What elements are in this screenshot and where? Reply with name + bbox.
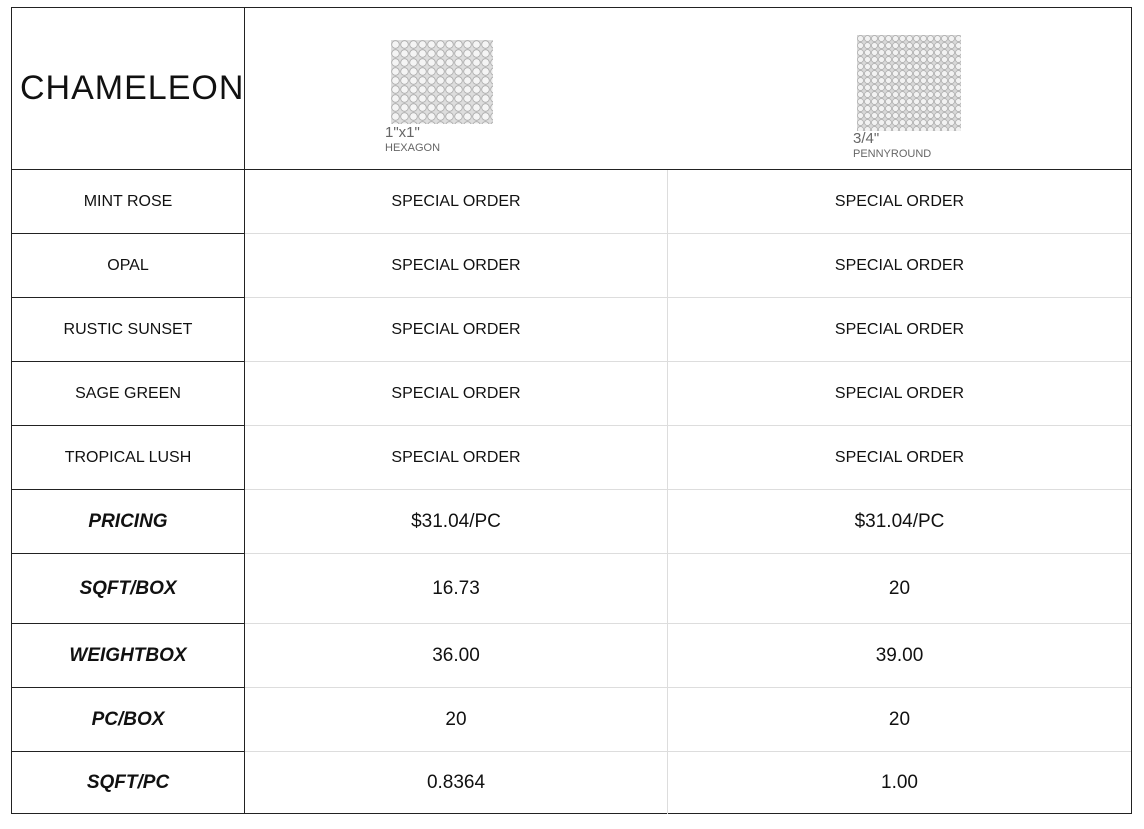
- hexagon-value: SPECIAL ORDER: [391, 448, 521, 466]
- collection-title: CHAMELEON: [20, 69, 245, 107]
- row-label-cell: PC/BOX: [12, 688, 245, 752]
- product-size: 3/4": [853, 130, 880, 147]
- row-label: SQFT/BOX: [79, 577, 177, 599]
- row-label: PC/BOX: [91, 708, 165, 730]
- hexagon-value: 20: [445, 708, 467, 730]
- row-label: TROPICAL LUSH: [64, 448, 192, 466]
- hexagon-tile-image: [391, 40, 493, 124]
- pennyround-value-cell: 39.00: [668, 624, 1131, 688]
- hexagon-value-cell: SPECIAL ORDER: [245, 426, 668, 490]
- pennyround-value: SPECIAL ORDER: [834, 192, 965, 210]
- hexagon-value: $31.04/PC: [411, 510, 501, 532]
- row-label-cell: SAGE GREEN: [12, 362, 245, 426]
- pennyround-value: 1.00: [881, 772, 918, 793]
- hexagon-value: SPECIAL ORDER: [391, 192, 521, 210]
- product-shape: PENNYROUND: [853, 148, 932, 160]
- row-label: RUSTIC SUNSET: [63, 320, 193, 338]
- hexagon-value-cell: SPECIAL ORDER: [245, 298, 668, 362]
- product-table: CHAMELEON 1"x1" HEXAGON 3/4" PENNYROUND …: [11, 7, 1132, 814]
- product-size: 1"x1": [385, 124, 420, 141]
- pennyround-value-cell: SPECIAL ORDER: [668, 234, 1131, 298]
- hexagon-value: 0.8364: [426, 772, 486, 793]
- product-header: 1"x1" HEXAGON 3/4" PENNYROUND: [245, 8, 1131, 170]
- row-label-cell: TROPICAL LUSH: [12, 426, 245, 490]
- pennyround-value: SPECIAL ORDER: [834, 448, 965, 466]
- pennyround-value: SPECIAL ORDER: [834, 320, 965, 338]
- product-shape: HEXAGON: [385, 142, 441, 154]
- pennyround-value-cell: 20: [668, 688, 1131, 752]
- hexagon-value-cell: 16.73: [245, 554, 668, 624]
- pennyround-value-cell: SPECIAL ORDER: [668, 426, 1131, 490]
- hexagon-value-cell: 36.00: [245, 624, 668, 688]
- row-label-cell: OPAL: [12, 234, 245, 298]
- row-label: SAGE GREEN: [75, 384, 181, 402]
- hexagon-value: 36.00: [432, 644, 480, 666]
- row-label: SQFT/PC: [86, 772, 170, 793]
- hexagon-value-cell: 20: [245, 688, 668, 752]
- hexagon-value-cell: SPECIAL ORDER: [245, 362, 668, 426]
- pennyround-value: SPECIAL ORDER: [834, 384, 965, 402]
- pennyround-value: 20: [888, 577, 911, 599]
- pennyround-value-cell: 1.00: [668, 752, 1131, 814]
- row-label-cell: RUSTIC SUNSET: [12, 298, 245, 362]
- pennyround-value: 39.00: [875, 644, 924, 666]
- row-label-cell: SQFT/PC: [12, 752, 245, 814]
- pennyround-value: SPECIAL ORDER: [834, 256, 965, 274]
- row-label-cell: MINT ROSE: [12, 170, 245, 234]
- hexagon-value: SPECIAL ORDER: [391, 320, 521, 338]
- row-label-cell: PRICING: [12, 490, 245, 554]
- pennyround-value-cell: SPECIAL ORDER: [668, 298, 1131, 362]
- hexagon-value: 16.73: [432, 577, 480, 599]
- pennyround-value-cell: 20: [668, 554, 1131, 624]
- row-label-cell: SQFT/BOX: [12, 554, 245, 624]
- hexagon-value: SPECIAL ORDER: [391, 384, 521, 402]
- pennyround-value-cell: SPECIAL ORDER: [668, 170, 1131, 234]
- pennyround-value-cell: $31.04/PC: [668, 490, 1131, 554]
- hexagon-value: SPECIAL ORDER: [391, 256, 521, 274]
- hexagon-value-cell: $31.04/PC: [245, 490, 668, 554]
- pennyround-value: $31.04/PC: [854, 510, 945, 532]
- pennyround-tile-image: [857, 35, 961, 131]
- row-label: MINT ROSE: [83, 192, 173, 210]
- hexagon-value-cell: SPECIAL ORDER: [245, 170, 668, 234]
- hexagon-value-cell: 0.8364: [245, 752, 668, 814]
- collection-title-cell: CHAMELEON: [12, 8, 245, 170]
- row-label: WEIGHTBOX: [69, 644, 187, 666]
- row-label-cell: WEIGHTBOX: [12, 624, 245, 688]
- hexagon-value-cell: SPECIAL ORDER: [245, 234, 668, 298]
- pennyround-value-cell: SPECIAL ORDER: [668, 362, 1131, 426]
- pennyround-value: 20: [888, 708, 911, 730]
- row-label: PRICING: [88, 510, 168, 532]
- row-label: OPAL: [107, 256, 149, 274]
